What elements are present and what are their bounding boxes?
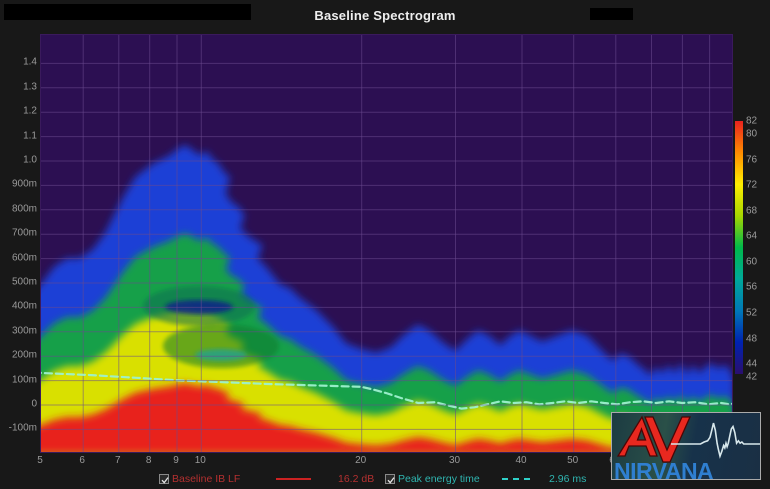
svg-text:NIRVANA: NIRVANA <box>614 458 713 480</box>
